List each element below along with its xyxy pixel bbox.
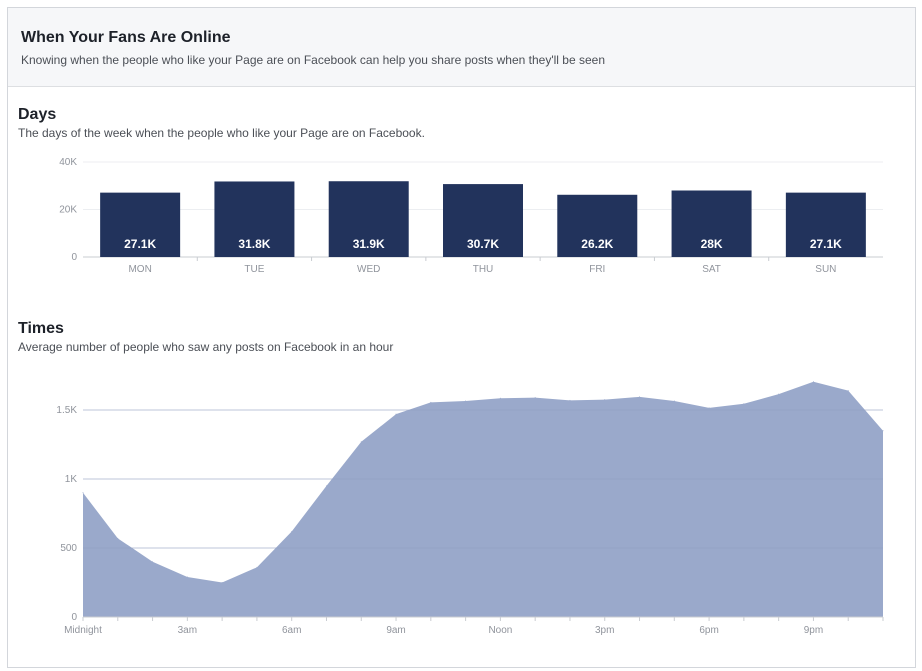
day-bar	[328, 181, 409, 257]
times-data-point	[673, 400, 675, 402]
times-data-point	[82, 492, 84, 494]
day-bar-value-label: 31.9K	[353, 237, 385, 251]
day-xtick-label: FRI	[589, 264, 605, 275]
times-xtick-label: 9pm	[804, 625, 823, 636]
times-data-point	[743, 403, 745, 405]
card-header: When Your Fans Are Online Knowing when t…	[8, 8, 915, 87]
day-bar	[443, 184, 523, 257]
days-ytick-label: 40K	[59, 157, 77, 168]
day-bar	[214, 181, 295, 257]
times-data-point	[569, 399, 571, 401]
times-data-point	[708, 407, 710, 409]
day-xtick-label: THU	[473, 264, 494, 275]
times-ytick-label: 1.5K	[56, 405, 77, 416]
day-bar-value-label: 28K	[701, 237, 723, 251]
times-area-series	[83, 381, 883, 617]
times-data-point	[430, 401, 432, 403]
days-section-subtitle: The days of the week when the people who…	[18, 126, 425, 140]
times-ytick-label: 0	[71, 612, 77, 623]
times-data-point	[639, 396, 641, 398]
times-data-point	[221, 582, 223, 583]
times-data-point	[882, 430, 884, 432]
times-xtick-label: 6pm	[699, 625, 718, 636]
day-bar-value-label: 27.1K	[124, 237, 156, 251]
days-ytick-label: 0	[71, 252, 77, 263]
times-xtick-label: 9am	[386, 625, 405, 636]
times-data-point	[465, 400, 467, 402]
times-data-point	[395, 413, 397, 415]
day-bar-value-label: 30.7K	[467, 237, 499, 251]
times-data-point	[360, 441, 362, 443]
day-xtick-label: MON	[128, 264, 151, 275]
times-data-point	[499, 397, 501, 399]
times-ytick-label: 1K	[65, 474, 78, 485]
times-data-point	[152, 561, 154, 563]
day-xtick-label: SAT	[702, 264, 721, 275]
times-data-point	[534, 397, 536, 399]
times-xtick-label: 3pm	[595, 625, 614, 636]
times-ytick-label: 500	[60, 543, 77, 554]
times-data-point	[186, 576, 188, 578]
times-data-point	[291, 530, 293, 532]
day-bar-value-label: 31.8K	[238, 237, 270, 251]
times-area-chart: 0 500 1K 1.5K Midnight 3am 6am 9am Noon 3pm 6pm 9pm	[56, 381, 884, 636]
day-xtick-label: WED	[357, 264, 380, 275]
times-section-title: Times	[18, 320, 64, 337]
days-section-title: Days	[18, 106, 57, 123]
times-xtick-label: 6am	[282, 625, 301, 636]
day-bar-value-label: 27.1K	[810, 237, 842, 251]
times-data-point	[812, 381, 814, 383]
day-bar	[671, 190, 752, 257]
day-bar-value-label: 26.2K	[581, 237, 613, 251]
day-xtick-label: SUN	[815, 264, 836, 275]
times-data-point	[325, 485, 327, 487]
times-xtick-label: 3am	[178, 625, 197, 636]
times-data-point	[847, 390, 849, 392]
times-data-point	[604, 399, 606, 401]
day-bar	[557, 194, 638, 257]
day-xtick-label: TUE	[244, 264, 264, 275]
days-bar-chart: 0 20K 40K 27.1K MON 31.8K TUE 31.9K WED 30.7K THU 2…	[59, 157, 883, 275]
page-title: When Your Fans Are Online	[21, 29, 231, 46]
times-data-point	[117, 537, 119, 539]
times-xtick-label: Midnight	[64, 625, 102, 636]
times-section-subtitle: Average number of people who saw any pos…	[18, 340, 394, 354]
fans-online-card: When Your Fans Are Online Knowing when t…	[7, 7, 916, 668]
times-data-point	[256, 566, 258, 568]
day-bar	[785, 192, 866, 257]
page-subtitle: Knowing when the people who like your Pa…	[21, 53, 606, 67]
days-ytick-label: 20K	[59, 205, 77, 216]
times-xtick-label: Noon	[488, 625, 512, 636]
times-data-point	[778, 393, 780, 395]
day-bar	[100, 192, 181, 257]
